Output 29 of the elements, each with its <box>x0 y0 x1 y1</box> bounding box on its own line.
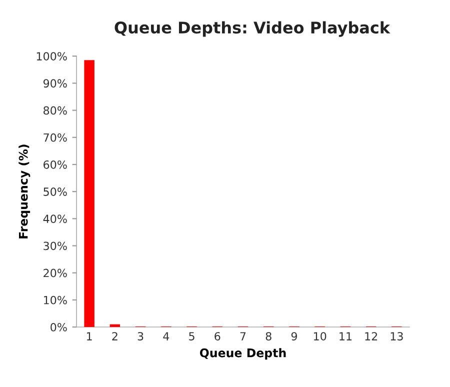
y-tick-label: 30% <box>44 242 67 250</box>
x-tick-label: 2 <box>112 332 118 340</box>
bar <box>110 324 120 328</box>
x-tick-label: 1 <box>86 332 92 340</box>
x-tick-label: 11 <box>340 332 352 340</box>
y-axis-title: Frequency (%) <box>18 144 30 238</box>
bar <box>84 60 94 328</box>
y-tick-label: 10% <box>44 296 67 304</box>
x-tick-label: 13 <box>390 332 403 340</box>
y-tick-label: 100% <box>36 52 67 60</box>
y-tick-label: 80% <box>44 106 67 115</box>
x-tick-label: 6 <box>214 332 220 340</box>
y-tick-label: 0% <box>50 322 67 332</box>
y-tick-label: 90% <box>43 79 67 88</box>
y-tick-label: 70% <box>44 133 67 142</box>
x-tick-label: 10 <box>314 332 326 340</box>
x-axis-title: Queue Depth <box>200 348 286 360</box>
x-tick-label: 8 <box>266 332 272 340</box>
x-tick-label: 5 <box>189 332 194 340</box>
chart-title: Queue Depths: Video Playback <box>114 21 390 37</box>
x-tick-label: 7 <box>240 332 246 340</box>
x-tick-label: 3 <box>138 332 144 340</box>
y-tick-label: 50% <box>44 188 67 196</box>
y-tick-label: 40% <box>43 214 67 224</box>
y-tick-label: 60% <box>44 160 67 169</box>
x-tick-label: 4 <box>163 332 170 340</box>
x-tick-label: 9 <box>291 332 297 340</box>
y-tick-label: 20% <box>44 268 67 278</box>
x-tick-label: 12 <box>365 332 378 340</box>
